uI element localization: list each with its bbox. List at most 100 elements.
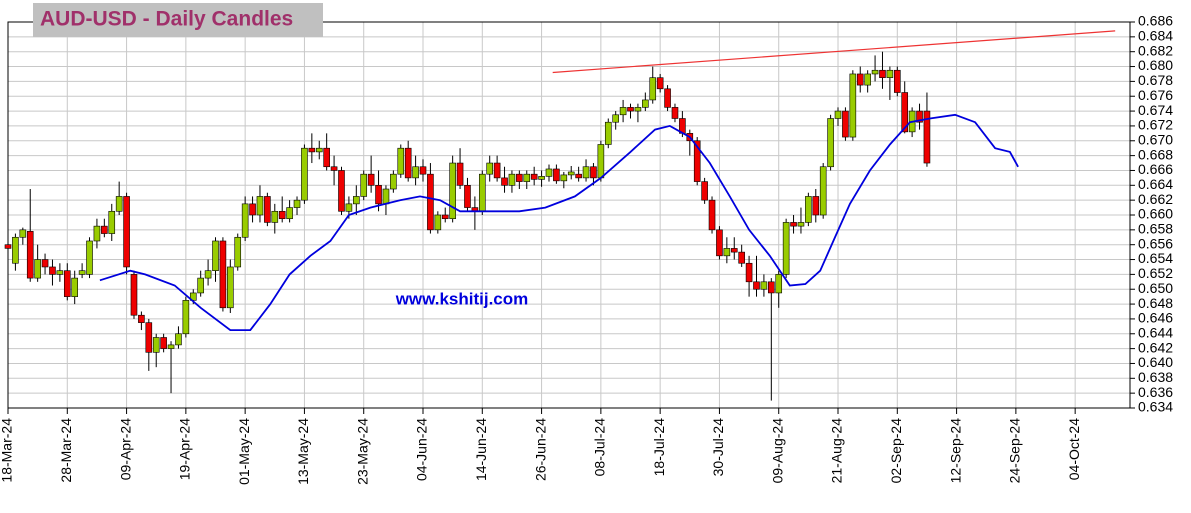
candle-body — [590, 166, 597, 179]
candle-body — [204, 270, 212, 279]
x-tick-label: 01-May-24 — [236, 418, 252, 485]
candle-body — [56, 270, 64, 275]
candle-body — [708, 199, 716, 231]
candle-body — [782, 222, 790, 275]
candle-body — [597, 144, 605, 179]
x-tick-label: 18-Jul-24 — [651, 418, 667, 477]
candle-body — [516, 173, 523, 182]
candle-body — [108, 210, 116, 234]
candle-body — [71, 277, 78, 297]
candle-body — [612, 114, 619, 123]
candle-body — [63, 270, 71, 297]
y-tick-label: 0.662 — [1138, 191, 1173, 207]
candle-body — [656, 77, 664, 90]
y-tick-label: 0.660 — [1138, 206, 1173, 222]
candle-body — [286, 207, 293, 220]
x-tick-label: 19-Apr-24 — [177, 418, 193, 480]
candle-body — [886, 69, 894, 78]
candle-body — [404, 147, 412, 179]
chart-title: AUD-USD - Daily Candles — [40, 8, 293, 31]
candle-body — [212, 240, 219, 271]
candle-body — [152, 337, 160, 353]
candle-body — [26, 231, 34, 279]
y-tick-label: 0.682 — [1138, 42, 1173, 58]
x-tick-label: 21-Aug-24 — [829, 418, 845, 484]
candle-body — [271, 210, 279, 223]
candle-body — [693, 140, 701, 182]
candle-body — [434, 214, 442, 231]
candle-body — [634, 107, 642, 112]
candle-body — [78, 270, 86, 275]
candle-body — [145, 322, 153, 353]
candle-body — [642, 99, 649, 108]
candle-body — [419, 166, 427, 175]
candle-body — [486, 162, 494, 175]
candle-body — [293, 199, 301, 208]
y-tick-label: 0.666 — [1138, 161, 1173, 177]
candle-body — [323, 147, 330, 168]
x-tick-label: 28-Mar-24 — [58, 418, 74, 483]
y-tick-label: 0.644 — [1138, 324, 1173, 340]
candle-body — [93, 225, 101, 242]
candle-body — [842, 110, 849, 138]
candle-body — [901, 92, 909, 133]
candle-body — [523, 173, 531, 182]
candle-body — [86, 240, 93, 275]
candle-body — [664, 88, 671, 108]
candle-body — [923, 110, 931, 164]
x-tick-label: 08-Jul-24 — [592, 418, 608, 477]
x-tick-label: 09-Apr-24 — [117, 418, 133, 480]
y-tick-label: 0.654 — [1138, 250, 1173, 266]
candle-body — [130, 274, 138, 316]
candle-body — [382, 188, 390, 205]
candle-body — [345, 203, 353, 212]
candle-body — [530, 173, 538, 180]
y-tick-label: 0.676 — [1138, 87, 1173, 103]
candle-body — [315, 147, 323, 153]
candle-body — [560, 174, 568, 182]
moving-average — [99, 113, 1019, 331]
y-tick-label: 0.680 — [1138, 57, 1173, 73]
candle-body — [649, 77, 657, 101]
candle-body — [501, 177, 508, 186]
candle-body — [360, 173, 368, 197]
candle-body — [367, 173, 375, 186]
candle-body — [768, 281, 775, 294]
candle-body — [41, 259, 49, 268]
y-tick-label: 0.638 — [1138, 369, 1173, 385]
candle-body — [508, 173, 516, 186]
candle-body — [827, 118, 834, 168]
candle-body — [19, 229, 27, 238]
candle-body — [197, 277, 204, 294]
candle-body — [308, 147, 316, 153]
y-tick-label: 0.640 — [1138, 354, 1173, 370]
candle-body — [864, 73, 871, 86]
x-tick-label: 02-Sep-24 — [888, 418, 904, 484]
candle-body — [138, 314, 145, 323]
candle-body — [671, 107, 679, 119]
x-tick-label: 23-May-24 — [354, 418, 370, 485]
candle-body — [738, 251, 745, 264]
candle-body — [619, 107, 627, 116]
candle-body — [745, 262, 753, 283]
candle-body — [493, 162, 501, 179]
y-tick-label: 0.636 — [1138, 384, 1173, 400]
x-tick-label: 24-Sep-24 — [1007, 418, 1023, 484]
candle-body — [397, 147, 405, 175]
candle-body — [730, 248, 738, 253]
candle-body — [567, 171, 575, 176]
title-box — [33, 3, 323, 37]
y-tick-label: 0.664 — [1138, 176, 1173, 192]
candle-body — [575, 173, 582, 179]
candle-body — [115, 196, 123, 212]
y-tick-label: 0.634 — [1138, 399, 1173, 415]
candle-body — [160, 337, 167, 349]
y-tick-label: 0.650 — [1138, 280, 1173, 296]
watermark: www.kshitij.com — [395, 289, 529, 308]
candle-body — [775, 274, 783, 294]
y-tick-label: 0.670 — [1138, 131, 1173, 147]
candle-body — [167, 344, 175, 349]
y-tick-label: 0.672 — [1138, 117, 1173, 133]
x-tick-label: 04-Oct-24 — [1066, 418, 1082, 480]
